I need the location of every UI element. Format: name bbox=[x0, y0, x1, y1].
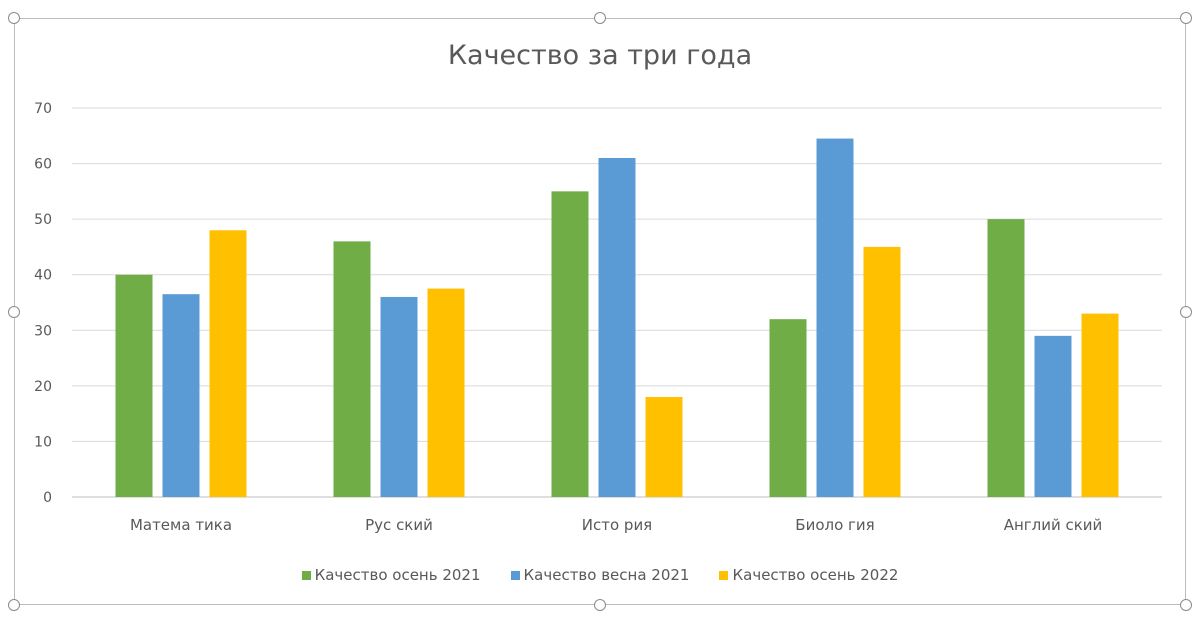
resize-handle-bottom-center[interactable] bbox=[594, 599, 606, 611]
legend-item-series-2: Качество весна 2021 bbox=[510, 566, 690, 584]
y-tick-label: 10 bbox=[34, 434, 52, 450]
resize-handle-middle-right[interactable] bbox=[1180, 306, 1192, 318]
bar-3 bbox=[863, 246, 901, 497]
y-tick-label: 70 bbox=[34, 101, 52, 117]
y-tick-label: 30 bbox=[34, 323, 52, 339]
x-tick-label: Биоло гия bbox=[795, 516, 874, 534]
bar-3 bbox=[645, 396, 683, 497]
bar-1 bbox=[987, 219, 1025, 497]
bar-2 bbox=[162, 294, 200, 497]
resize-handle-top-right[interactable] bbox=[1180, 12, 1192, 24]
bar-1 bbox=[551, 191, 589, 497]
resize-handle-middle-left[interactable] bbox=[8, 306, 20, 318]
bar-3 bbox=[427, 288, 465, 497]
legend-label-series-3: Качество осень 2022 bbox=[732, 566, 899, 584]
y-tick-label: 50 bbox=[34, 212, 52, 228]
y-tick-label: 0 bbox=[43, 490, 52, 506]
bar-2 bbox=[816, 138, 854, 498]
legend-label-series-1: Качество осень 2021 bbox=[314, 566, 481, 584]
resize-handle-bottom-left[interactable] bbox=[8, 599, 20, 611]
bar-2 bbox=[1034, 335, 1072, 497]
bar-1 bbox=[333, 241, 371, 497]
bar-3 bbox=[1081, 313, 1119, 497]
x-tick-label: Исто рия bbox=[582, 516, 652, 534]
bar-2 bbox=[380, 296, 418, 497]
bar-2 bbox=[598, 158, 636, 497]
bar-1 bbox=[115, 274, 153, 497]
chart-legend: Качество осень 2021 Качество весна 2021 … bbox=[14, 566, 1186, 584]
legend-item-series-3: Качество осень 2022 bbox=[719, 566, 898, 584]
legend-swatch-series-3 bbox=[719, 570, 729, 580]
y-tick-label: 60 bbox=[34, 157, 52, 173]
x-tick-label: Англий ский bbox=[1004, 516, 1103, 534]
resize-handle-top-left[interactable] bbox=[8, 12, 20, 24]
y-tick-label: 20 bbox=[34, 379, 52, 395]
y-tick-label: 40 bbox=[34, 268, 52, 284]
x-tick-label: Матема тика bbox=[130, 516, 232, 534]
x-tick-label: Рус ский bbox=[365, 516, 433, 534]
legend-item-series-1: Качество осень 2021 bbox=[301, 566, 481, 584]
legend-swatch-series-1 bbox=[301, 570, 311, 580]
resize-handle-bottom-right[interactable] bbox=[1180, 599, 1192, 611]
bar-1 bbox=[769, 319, 807, 497]
legend-label-series-2: Качество весна 2021 bbox=[523, 566, 690, 584]
resize-handle-top-center[interactable] bbox=[594, 12, 606, 24]
chart-title: Качество за три года bbox=[447, 40, 753, 71]
legend-swatch-series-2 bbox=[510, 570, 520, 580]
bar-3 bbox=[209, 230, 247, 497]
